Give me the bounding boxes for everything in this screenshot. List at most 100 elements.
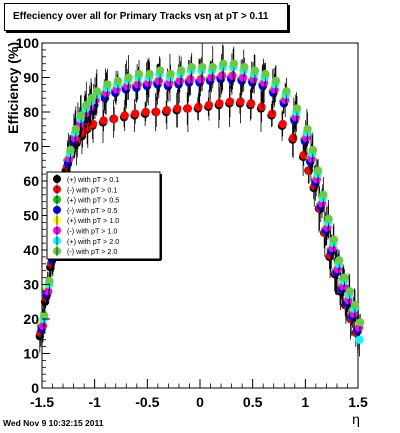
data-point [155,66,165,75]
data-point [82,100,91,110]
timestamp-footer: Wed Nov 9 10:32:15 2011 [3,418,104,428]
data-point [40,311,49,320]
y-tick-label: 80 [23,104,39,120]
x-tick-label: 0.5 [243,394,263,410]
data-point [240,62,249,72]
data-point [292,104,302,113]
x-tick-label: 0 [196,394,204,410]
data-point [120,111,129,120]
legend-label: (+) with pT > 2.0 [67,237,119,246]
data-point [355,335,364,344]
data-point [208,62,217,72]
legend-label: (+) with pT > 0.1 [67,175,119,184]
data-point [134,69,144,79]
data-point [350,301,360,310]
data-point [183,104,193,113]
axes: 0 10 20 30 40 50 60 70 80 90 100 -1.5 -1 -0.5 0 0.5 1 1.5 [16,35,368,410]
chart-title: Effeciency over all for Primary Tracks v… [4,3,288,31]
data-point [99,116,108,125]
x-tick-label: -1.5 [30,394,54,410]
data-point [225,97,235,106]
data-point [308,145,318,155]
data-point [176,66,186,75]
x-tick-label: 1 [301,394,309,410]
data-point [228,71,237,80]
data-point [250,66,260,75]
data-point [187,62,196,72]
y-tick-label: 10 [23,346,39,362]
data-point [173,104,182,113]
data-point [278,119,287,129]
x-axis-label: η [352,411,360,427]
legend-label: (-) with pT > 1.0 [67,227,117,236]
data-point [103,80,112,89]
data-point [340,273,349,282]
data-point [324,214,333,224]
data-point [257,102,266,112]
data-point [238,73,248,82]
data-point [229,59,239,68]
data-point [219,59,228,68]
legend-label: (+) with pT > 1.0 [67,216,119,225]
legend-box [46,171,161,260]
y-tick-label: 90 [23,70,39,86]
legend-label: (-) with pT > 2.0 [67,247,117,256]
data-point [261,69,270,79]
data-point [76,111,86,120]
data-point [109,114,119,124]
data-point [196,75,206,84]
data-point [141,107,150,117]
legend-label: (-) with pT > 0.5 [67,206,117,215]
y-tick-label: 40 [23,242,39,258]
data-point [92,87,102,96]
data-point [215,99,224,108]
data-point [154,76,164,86]
data-point [345,287,354,296]
data-point [113,76,123,86]
data-point [162,106,172,115]
data-point [133,80,142,89]
data-point [194,102,203,112]
y-tick-label: 60 [23,173,39,189]
data-point [299,150,308,160]
y-axis-label: Efficiency (%) [5,42,21,134]
legend: (+) with pT > 0.1(-) with pT > 0.1 (+) wi… [46,171,162,261]
data-point [217,71,227,80]
data-point [319,190,328,199]
data-point [236,97,245,106]
data-point [66,145,75,155]
data-point [145,69,154,79]
data-point [313,166,323,175]
data-point [271,76,281,86]
y-tick-label: 0 [31,380,39,396]
data-point [166,69,175,79]
y-tick-label: 30 [23,277,39,293]
data-point [87,94,96,103]
data-point [124,73,133,82]
data-point [44,287,53,296]
data-point [329,235,339,244]
legend-label: (-) with pT > 0.1 [67,185,117,194]
data-point [303,125,312,134]
data-point [71,125,81,134]
x-tick-label: -1 [88,394,101,410]
y-tick-label: 100 [16,35,40,51]
legend-label: (+) with pT > 0.5 [67,196,119,205]
data-point [152,107,161,117]
data-point [204,100,214,110]
data-point [175,76,185,86]
data-point [131,109,140,118]
data-point [246,99,256,108]
data-point [267,109,277,118]
x-tick-label: 1.5 [348,394,368,410]
y-tick-label: 70 [23,139,39,155]
data-point [186,75,195,84]
data-point [356,318,365,327]
data-point [198,62,207,72]
y-tick-label: 50 [23,208,39,224]
data-point [282,87,291,96]
y-tick-label: 20 [23,311,39,327]
data-point [334,256,344,265]
